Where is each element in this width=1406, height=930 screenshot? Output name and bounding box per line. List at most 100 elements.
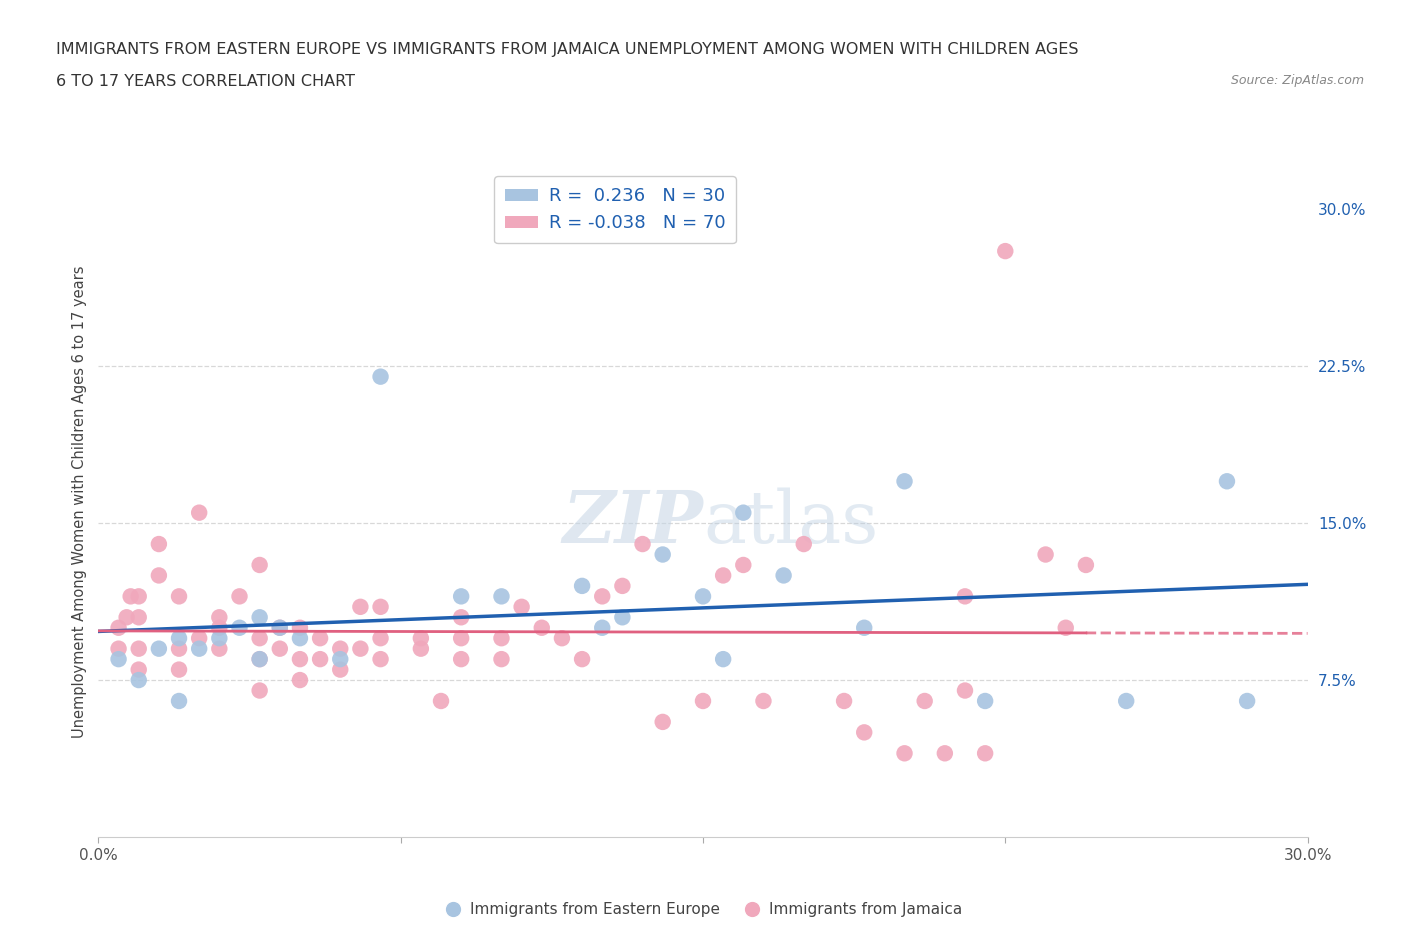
Point [450,652,472,667]
Point [309,631,332,645]
Point [571,652,593,667]
Point [974,746,997,761]
Point [953,589,976,604]
Point [249,610,271,625]
Point [651,714,673,729]
Point [370,652,392,667]
Point [450,589,472,604]
Point [288,631,311,645]
Point [1216,474,1239,489]
Point [530,620,553,635]
Point [974,694,997,709]
Point [370,631,392,645]
Text: 6 TO 17 YEARS CORRELATION CHART: 6 TO 17 YEARS CORRELATION CHART [56,74,356,89]
Point [269,620,291,635]
Point [288,620,311,635]
Point [853,620,876,635]
Point [128,642,150,657]
Point [510,600,533,615]
Point [208,610,231,625]
Point [450,631,472,645]
Point [249,652,271,667]
Point [1074,558,1097,573]
Point [120,589,142,604]
Point [853,725,876,740]
Point [148,537,170,551]
Point [491,631,513,645]
Point [128,589,150,604]
Point [893,746,915,761]
Point [430,694,453,709]
Point [1035,547,1057,562]
Point [167,631,190,645]
Point [148,642,170,657]
Point [128,672,150,687]
Point [208,620,231,635]
Point [450,610,472,625]
Point [269,642,291,657]
Point [612,578,634,593]
Point [128,610,150,625]
Point [994,244,1017,259]
Point [953,683,976,698]
Point [349,642,371,657]
Point [188,505,211,520]
Point [329,642,352,657]
Point [934,746,956,761]
Legend: Immigrants from Eastern Europe, Immigrants from Jamaica: Immigrants from Eastern Europe, Immigran… [437,896,969,923]
Y-axis label: Unemployment Among Women with Children Ages 6 to 17 years: Unemployment Among Women with Children A… [72,266,87,738]
Point [167,662,190,677]
Point [167,694,190,709]
Point [631,537,654,551]
Point [832,694,855,709]
Point [148,568,170,583]
Point [188,642,211,657]
Point [288,652,311,667]
Point [167,642,190,657]
Point [349,600,371,615]
Point [491,652,513,667]
Point [1236,694,1258,709]
Point [571,578,593,593]
Point [1115,694,1137,709]
Point [208,642,231,657]
Point [893,474,915,489]
Text: Source: ZipAtlas.com: Source: ZipAtlas.com [1230,74,1364,87]
Point [772,568,794,583]
Point [249,683,271,698]
Point [370,369,392,384]
Point [288,672,311,687]
Point [370,600,392,615]
Point [551,631,574,645]
Point [711,568,734,583]
Point [1054,620,1077,635]
Point [733,558,755,573]
Text: ZIP: ZIP [562,486,703,558]
Point [591,620,613,635]
Point [249,652,271,667]
Point [711,652,734,667]
Point [107,620,129,635]
Point [692,694,714,709]
Point [249,631,271,645]
Point [591,589,613,604]
Point [752,694,775,709]
Text: IMMIGRANTS FROM EASTERN EUROPE VS IMMIGRANTS FROM JAMAICA UNEMPLOYMENT AMONG WOM: IMMIGRANTS FROM EASTERN EUROPE VS IMMIGR… [56,42,1078,57]
Point [692,589,714,604]
Point [167,589,190,604]
Point [733,505,755,520]
Point [249,558,271,573]
Point [612,610,634,625]
Point [269,620,291,635]
Point [793,537,815,551]
Point [115,610,138,625]
Point [651,547,673,562]
Point [409,631,432,645]
Point [107,642,129,657]
Point [329,662,352,677]
Point [309,652,332,667]
Point [228,620,250,635]
Point [914,694,936,709]
Point [409,642,432,657]
Point [107,652,129,667]
